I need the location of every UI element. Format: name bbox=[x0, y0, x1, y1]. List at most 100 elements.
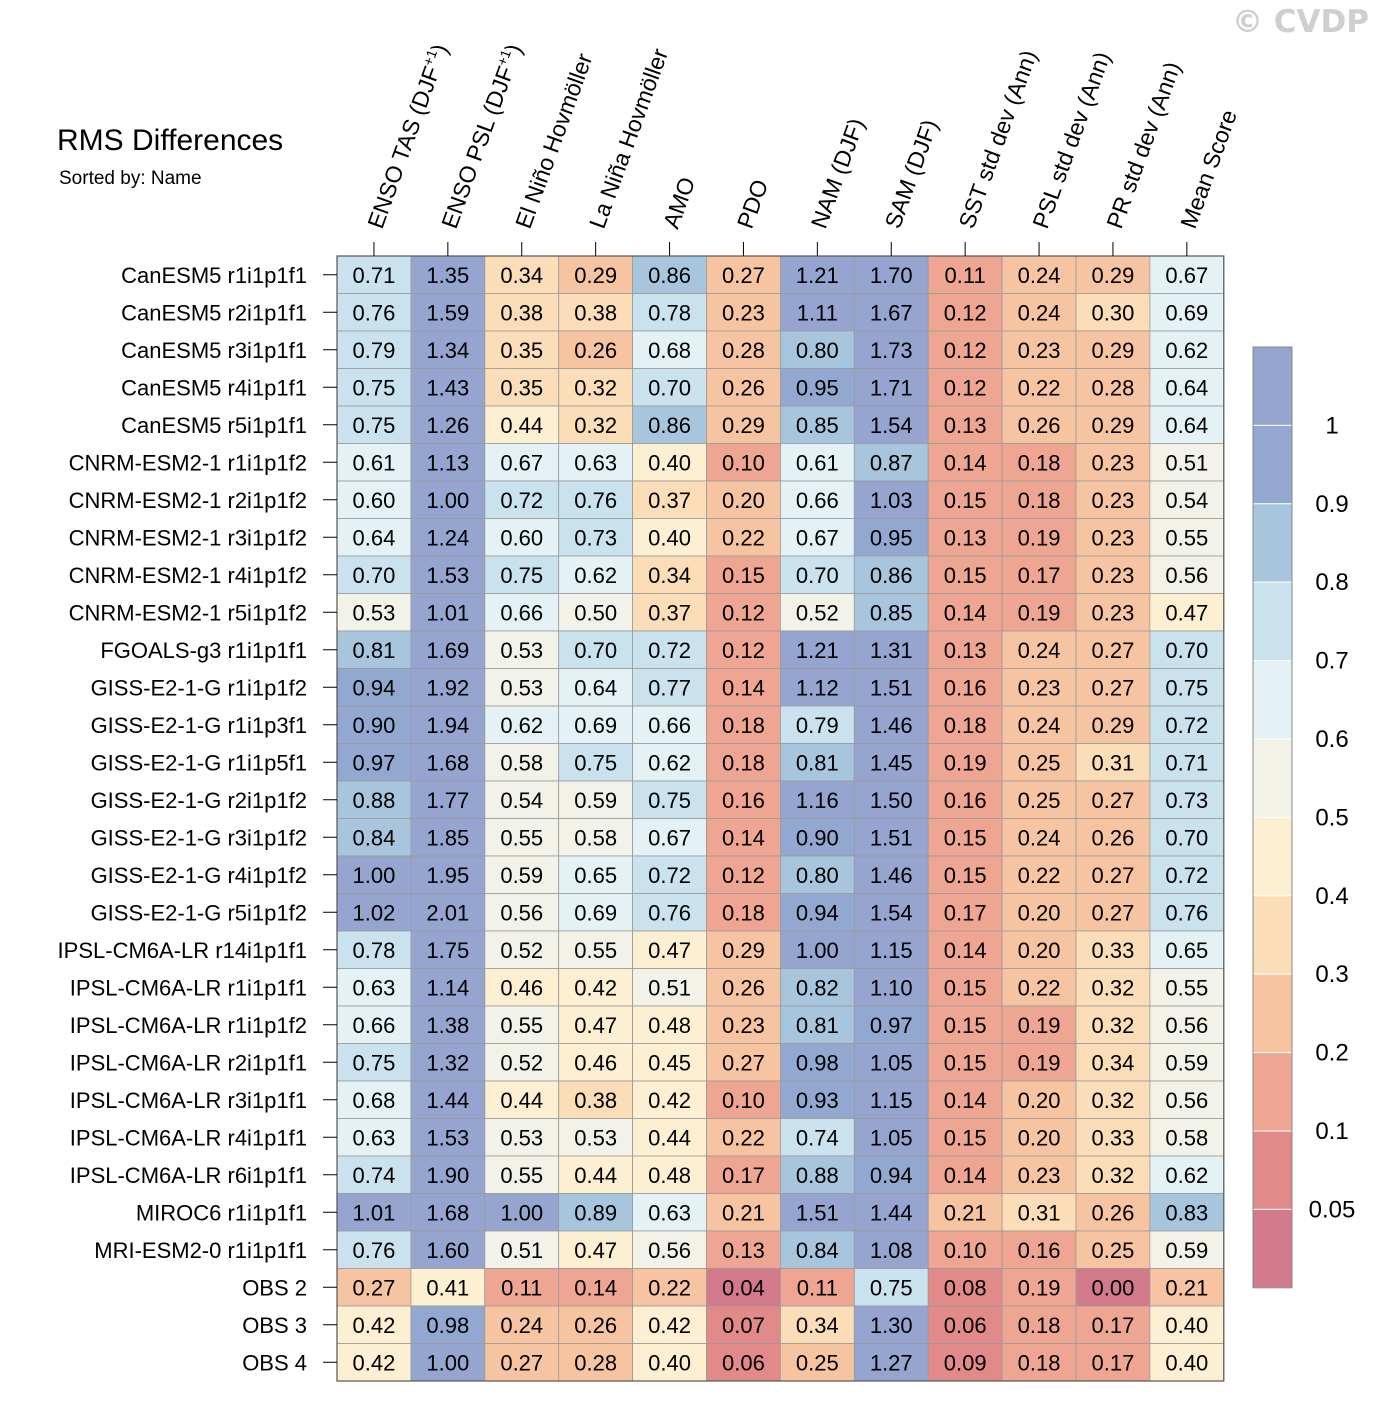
cell-value: 0.24 bbox=[1018, 825, 1061, 850]
heatmap-cell bbox=[558, 893, 634, 932]
cell-value: 0.18 bbox=[722, 713, 765, 738]
column-label: PR std dev (Ann) bbox=[1101, 58, 1185, 231]
cell-value: 0.14 bbox=[944, 450, 987, 475]
cell-value: 1.51 bbox=[870, 825, 913, 850]
row-label: GISS-E2-1-G r4i1p1f2 bbox=[91, 863, 307, 888]
column-label: ENSO PSL (DJF+1) bbox=[435, 40, 527, 232]
cell-value: 0.75 bbox=[1165, 675, 1208, 700]
heatmap-cell bbox=[927, 705, 1003, 744]
heatmap-cell bbox=[1001, 1305, 1077, 1344]
heatmap-cell bbox=[632, 668, 707, 707]
cell-value: 0.59 bbox=[500, 863, 543, 888]
heatmap-cell bbox=[1149, 1343, 1225, 1382]
cell-value: 1.68 bbox=[426, 1200, 469, 1225]
cell-value: 0.47 bbox=[574, 1238, 617, 1263]
cell-value: 0.54 bbox=[500, 788, 543, 813]
cell-value: 0.87 bbox=[870, 450, 913, 475]
heatmap-cell bbox=[410, 855, 486, 894]
heatmap-cell bbox=[706, 818, 781, 857]
row-label: IPSL-CM6A-LR r2i1p1f1 bbox=[70, 1050, 307, 1075]
cell-value: 0.88 bbox=[353, 788, 396, 813]
cell-value: 0.40 bbox=[648, 1350, 691, 1375]
cell-value: 1.53 bbox=[426, 563, 469, 588]
cell-value: 0.26 bbox=[722, 375, 765, 400]
cell-value: 0.61 bbox=[796, 450, 839, 475]
heatmap-cell bbox=[632, 1080, 707, 1119]
cell-value: 0.75 bbox=[870, 1275, 913, 1300]
heatmap-cell bbox=[632, 293, 707, 332]
heatmap-cell bbox=[927, 593, 1003, 632]
cell-value: 0.68 bbox=[353, 1088, 396, 1113]
heatmap-cell bbox=[484, 855, 560, 894]
heatmap-cell bbox=[780, 368, 855, 407]
cell-value: 0.28 bbox=[1092, 375, 1135, 400]
cell-value: 0.25 bbox=[796, 1350, 839, 1375]
cell-value: 0.11 bbox=[945, 263, 986, 288]
cell-value: 0.32 bbox=[1092, 1088, 1135, 1113]
heatmap-cell bbox=[558, 780, 634, 819]
cell-value: 0.70 bbox=[796, 563, 839, 588]
heatmap-cell bbox=[336, 818, 412, 857]
cell-value: 0.59 bbox=[574, 788, 617, 813]
row-label: IPSL-CM6A-LR r6i1p1f1 bbox=[70, 1163, 307, 1188]
heatmap-cell bbox=[853, 818, 929, 857]
heatmap-cell bbox=[1075, 743, 1151, 782]
heatmap-cell bbox=[484, 593, 560, 632]
heatmap-cell bbox=[632, 405, 707, 444]
cell-value: 0.40 bbox=[1165, 1350, 1208, 1375]
heatmap-cell bbox=[1149, 518, 1225, 557]
cell-value: 0.62 bbox=[1165, 338, 1208, 363]
cell-value: 1.46 bbox=[870, 713, 913, 738]
heatmap-cell bbox=[484, 743, 560, 782]
row-label: MIROC6 r1i1p1f1 bbox=[136, 1200, 307, 1225]
cell-value: 1.43 bbox=[426, 375, 469, 400]
heatmap-cell bbox=[1149, 1305, 1225, 1344]
heatmap-cell bbox=[410, 668, 486, 707]
cell-value: 0.27 bbox=[500, 1350, 543, 1375]
row-label: CNRM-ESM2-1 r4i1p1f2 bbox=[69, 563, 307, 588]
heatmap-cell bbox=[1001, 1080, 1077, 1119]
heatmap-cell bbox=[853, 930, 929, 969]
colorbar-segment bbox=[1252, 738, 1293, 818]
heatmap-cell bbox=[1001, 1268, 1077, 1307]
cell-value: 1.31 bbox=[870, 638, 913, 663]
colorbar-segment bbox=[1252, 346, 1293, 426]
cell-value: 0.10 bbox=[722, 1088, 765, 1113]
heatmap-cell bbox=[336, 930, 412, 969]
cell-value: 1.21 bbox=[796, 638, 839, 663]
row-label: IPSL-CM6A-LR r1i1p1f1 bbox=[70, 975, 307, 1000]
heatmap-cell bbox=[927, 293, 1003, 332]
cell-value: 0.21 bbox=[722, 1200, 765, 1225]
cell-value: 0.27 bbox=[1092, 900, 1135, 925]
cell-value: 1.59 bbox=[426, 300, 469, 325]
heatmap-cell bbox=[410, 1005, 486, 1044]
heatmap-cell bbox=[632, 368, 707, 407]
heatmap-cell bbox=[336, 368, 412, 407]
heatmap-cell bbox=[336, 1005, 412, 1044]
heatmap-cell bbox=[1001, 443, 1077, 482]
cell-value: 0.72 bbox=[1165, 863, 1208, 888]
cell-value: 1.71 bbox=[870, 375, 913, 400]
cell-value: 1.46 bbox=[870, 863, 913, 888]
heatmap-cell bbox=[1075, 705, 1151, 744]
heatmap-cell bbox=[484, 368, 560, 407]
cell-value: 1.92 bbox=[426, 675, 469, 700]
heatmap-cell bbox=[706, 330, 781, 369]
chart-title: RMS Differences bbox=[57, 124, 284, 157]
heatmap-cell bbox=[1075, 855, 1151, 894]
heatmap-cell bbox=[632, 1343, 707, 1382]
column-label: PSL std dev (Ann) bbox=[1027, 48, 1115, 231]
heatmap-cell bbox=[558, 968, 634, 1007]
cell-value: 0.34 bbox=[648, 563, 691, 588]
cell-value: 0.29 bbox=[1092, 263, 1135, 288]
heatmap-cell bbox=[410, 1043, 486, 1082]
cell-value: 0.27 bbox=[353, 1275, 396, 1300]
heatmap-cell bbox=[1001, 480, 1077, 519]
cell-value: 0.75 bbox=[500, 563, 543, 588]
cell-value: 0.74 bbox=[353, 1163, 396, 1188]
cell-value: 0.41 bbox=[426, 1275, 469, 1300]
heatmap-cell bbox=[410, 1343, 486, 1382]
cell-value: 1.35 bbox=[426, 263, 469, 288]
heatmap-cell bbox=[632, 1193, 707, 1232]
heatmap-cell bbox=[632, 518, 707, 557]
